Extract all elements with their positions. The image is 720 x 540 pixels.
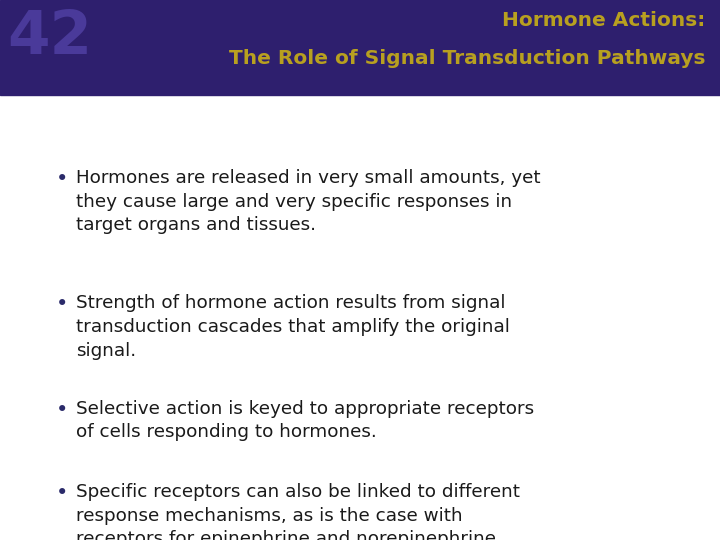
Text: •: • <box>56 294 68 314</box>
Text: •: • <box>56 169 68 189</box>
Text: •: • <box>56 483 68 503</box>
Text: Hormone Actions:: Hormone Actions: <box>503 11 706 30</box>
Text: •: • <box>56 400 68 420</box>
Text: Specific receptors can also be linked to different
response mechanisms, as is th: Specific receptors can also be linked to… <box>76 483 520 540</box>
Bar <box>0 94 720 540</box>
Text: 42: 42 <box>7 8 92 66</box>
Text: The Role of Signal Transduction Pathways: The Role of Signal Transduction Pathways <box>229 49 706 68</box>
Text: Strength of hormone action results from signal
transduction cascades that amplif: Strength of hormone action results from … <box>76 294 510 360</box>
Text: Hormones are released in very small amounts, yet
they cause large and very speci: Hormones are released in very small amou… <box>76 169 540 234</box>
Bar <box>0 0 720 94</box>
Text: Selective action is keyed to appropriate receptors
of cells responding to hormon: Selective action is keyed to appropriate… <box>76 400 534 441</box>
